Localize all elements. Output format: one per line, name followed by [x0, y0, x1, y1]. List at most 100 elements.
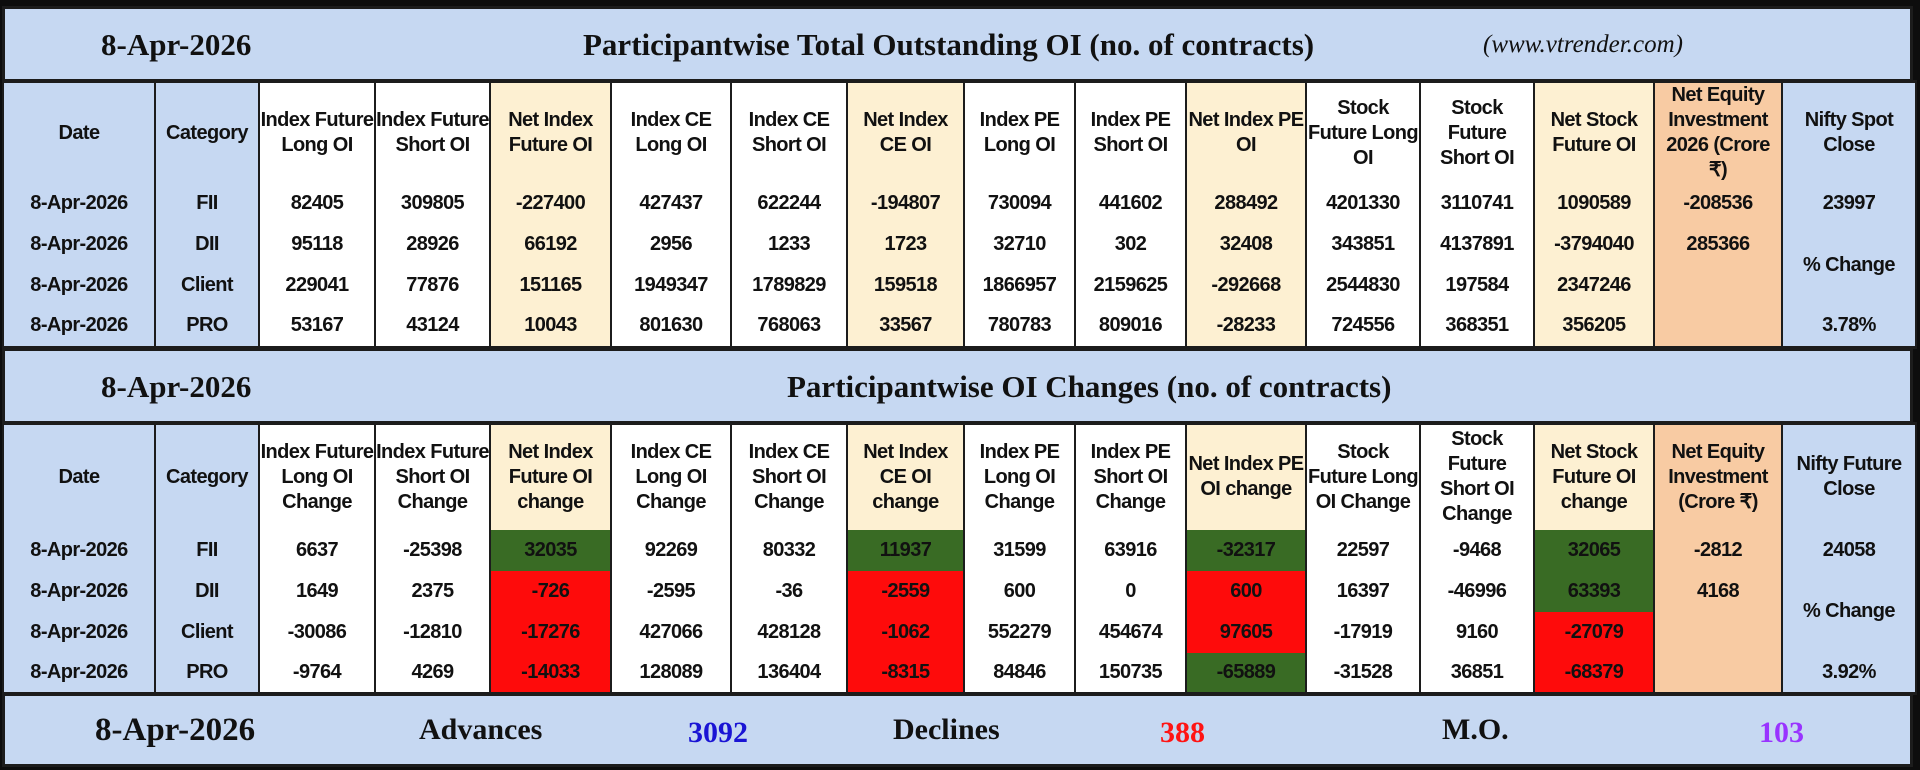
value-cell: 4137891	[1419, 224, 1535, 265]
column-header: Date	[2, 423, 156, 530]
value-cell: 454674	[1074, 611, 1187, 653]
value-cell: 1649	[258, 570, 376, 612]
column-header: Net Index Future OI	[489, 81, 612, 183]
value-cell: 1949347	[610, 265, 732, 306]
value-cell: -9764	[258, 652, 376, 694]
value-cell: 3.92%	[1781, 652, 1917, 694]
value-cell: 427437	[610, 183, 732, 224]
oi-title-band: 8-Apr-2026 Participantwise Total Outstan…	[2, 6, 1913, 82]
column-header: Index Future Long OI	[258, 81, 376, 183]
value-cell: 63916	[1074, 529, 1187, 571]
value-cell: 92269	[610, 529, 732, 571]
value-cell: 32035	[489, 529, 612, 571]
value-cell: 1723	[846, 224, 965, 265]
category-cell: DII	[154, 224, 260, 265]
table-row: 8-Apr-2026 PRO -9764 4269 -14033 128089 136404…	[2, 652, 1917, 694]
value-cell: -2559	[846, 570, 965, 612]
date-cell: 8-Apr-2026	[2, 265, 156, 306]
header-row: Date Category Index Future Long OI Change I…	[2, 423, 1917, 530]
value-cell: -17276	[489, 611, 612, 653]
value-cell: 600	[1185, 570, 1307, 612]
value-cell: 809016	[1074, 306, 1187, 347]
category-cell: Client	[154, 611, 260, 653]
value-cell: 356205	[1533, 306, 1655, 347]
value-cell: -14033	[489, 652, 612, 694]
table-row: 8-Apr-2026 Client 229041 77876 151165 1949347…	[2, 265, 1916, 347]
column-header: Index CE Long OI	[610, 81, 732, 183]
column-header: Category	[154, 81, 260, 183]
value-cell: 63393	[1533, 570, 1655, 612]
value-cell: 2347246	[1533, 265, 1655, 306]
value-cell: -3794040	[1533, 224, 1655, 265]
value-cell: -208536	[1653, 183, 1783, 224]
value-cell: 2544830	[1305, 265, 1421, 306]
value-cell: -17919	[1305, 611, 1421, 653]
value-cell: 9160	[1419, 611, 1535, 653]
changes-table: Date Category Index Future Long OI Change I…	[2, 422, 1917, 695]
column-header: Index PE Short OI	[1074, 81, 1187, 183]
value-cell: 16397	[1305, 570, 1421, 612]
advances-label: Advances	[419, 713, 543, 746]
value-cell: 2159625	[1074, 265, 1187, 306]
value-cell: -25398	[374, 529, 491, 571]
column-header: Net Equity Investment 2026 (Crore ₹)	[1653, 81, 1783, 183]
value-cell: 6637	[258, 529, 376, 571]
empty-cell	[1653, 265, 1783, 347]
value-cell: 780783	[963, 306, 1076, 347]
column-header: Net Index CE OI	[846, 81, 965, 183]
value-cell: -68379	[1533, 652, 1655, 694]
value-cell: -36	[730, 570, 848, 612]
value-cell: -28233	[1185, 306, 1307, 347]
column-header: Index PE Long OI	[963, 81, 1076, 183]
value-cell: -30086	[258, 611, 376, 653]
value-cell: 622244	[730, 183, 848, 224]
changes-title: Participantwise OI Changes (no. of contr…	[787, 369, 1392, 404]
table-row: 8-Apr-2026 FII 6637 -25398 32035 92269 80332 11…	[2, 529, 1917, 571]
value-cell: 4201330	[1305, 183, 1421, 224]
oi-date: 8-Apr-2026	[101, 27, 252, 62]
column-header: Index Future Long OI Change	[258, 423, 376, 530]
value-cell: 32065	[1533, 529, 1655, 571]
table-row: 8-Apr-2026 Client -30086 -12810 -17276 427066…	[2, 611, 1916, 694]
advances-value: 3092	[688, 716, 748, 749]
changes-date: 8-Apr-2026	[101, 369, 252, 404]
column-header: Stock Future Long OI	[1305, 81, 1421, 183]
summary-band: 8-Apr-2026 Advances 3092 Declines 388 M.…	[2, 693, 1913, 767]
value-cell: 151165	[489, 265, 612, 306]
column-header: Index CE Long OI Change	[610, 423, 732, 530]
column-header: Index Future Short OI	[374, 81, 491, 183]
value-cell: -8315	[846, 652, 965, 694]
value-cell: 53167	[258, 306, 376, 347]
date-cell: 8-Apr-2026	[2, 652, 156, 694]
value-cell: 197584	[1419, 265, 1535, 306]
value-cell: 441602	[1074, 183, 1187, 224]
value-cell: -2595	[610, 570, 732, 612]
column-header: Category	[154, 423, 260, 530]
value-cell: 150735	[1074, 652, 1187, 694]
value-cell: -46996	[1419, 570, 1535, 612]
column-header: Stock Future Long OI Change	[1305, 423, 1421, 530]
value-cell: 159518	[846, 265, 965, 306]
oi-title: Participantwise Total Outstanding OI (no…	[583, 27, 1315, 62]
value-cell: % Change	[1781, 570, 1917, 653]
declines-label: Declines	[893, 713, 1000, 746]
date-cell: 8-Apr-2026	[2, 529, 156, 571]
column-header: Net Equity Investment (Crore ₹)	[1653, 423, 1783, 530]
value-cell: 128089	[610, 652, 732, 694]
value-cell: 31599	[963, 529, 1076, 571]
value-cell: 343851	[1305, 224, 1421, 265]
category-cell: PRO	[154, 652, 260, 694]
value-cell: 1090589	[1533, 183, 1655, 224]
value-cell: 28926	[374, 224, 491, 265]
value-cell: 4168	[1653, 570, 1783, 612]
value-cell: 36851	[1419, 652, 1535, 694]
column-header: Net Index CE OI change	[846, 423, 965, 530]
date-cell: 8-Apr-2026	[2, 224, 156, 265]
value-cell: -194807	[846, 183, 965, 224]
value-cell: 768063	[730, 306, 848, 347]
table-row: 8-Apr-2026 FII 82405 309805 -227400 427437 622…	[2, 183, 1917, 224]
column-header: Net Index PE OI change	[1185, 423, 1307, 530]
value-cell: -292668	[1185, 265, 1307, 306]
value-cell: 136404	[730, 652, 848, 694]
value-cell: 2375	[374, 570, 491, 612]
